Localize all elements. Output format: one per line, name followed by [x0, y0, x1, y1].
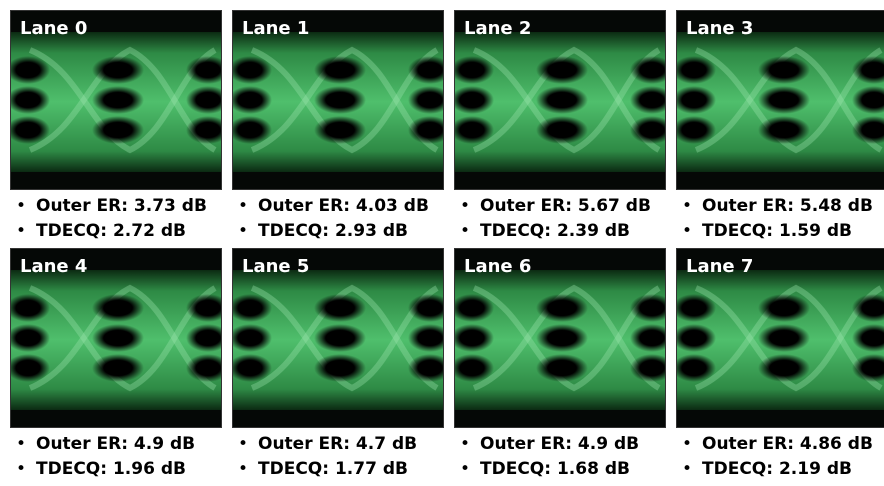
- outer-er: Outer ER: 5.48 dB: [682, 194, 873, 219]
- outer-er: Outer ER: 5.67 dB: [460, 194, 651, 219]
- lane-cell: Lane 1 Outer ER: 4.03 dBTDECQ: 2.93 dB: [232, 10, 444, 248]
- measurements: Outer ER: 4.9 dBTDECQ: 1.68 dB: [460, 432, 639, 482]
- outer-er: Outer ER: 4.03 dB: [238, 194, 429, 219]
- tdecq: TDECQ: 2.19 dB: [682, 457, 873, 482]
- measurements: Outer ER: 4.7 dBTDECQ: 1.77 dB: [238, 432, 417, 482]
- outer-er: Outer ER: 4.86 dB: [682, 432, 873, 457]
- outer-er: Outer ER: 4.7 dB: [238, 432, 417, 457]
- outer-er: Outer ER: 3.73 dB: [16, 194, 207, 219]
- lane-label: Lane 3: [686, 18, 753, 39]
- tdecq: TDECQ: 2.72 dB: [16, 219, 207, 244]
- tdecq: TDECQ: 1.77 dB: [238, 457, 417, 482]
- outer-er: Outer ER: 4.9 dB: [460, 432, 639, 457]
- measurements: Outer ER: 5.48 dBTDECQ: 1.59 dB: [682, 194, 873, 244]
- lane-cell: Lane 4 Outer ER: 4.9 dBTDECQ: 1.96 dB: [10, 248, 222, 486]
- measurements: Outer ER: 4.03 dBTDECQ: 2.93 dB: [238, 194, 429, 244]
- measurements: Outer ER: 4.86 dBTDECQ: 2.19 dB: [682, 432, 873, 482]
- figure: Lane 0Outer ER: 3.73 dBTDECQ: 2.72 dBLan…: [0, 0, 884, 483]
- lane-cell: Lane 2 Outer ER: 5.67 dBTDECQ: 2.39 dB: [454, 10, 666, 248]
- lane-cell: Lane 5 Outer ER: 4.7 dBTDECQ: 1.77 dB: [232, 248, 444, 486]
- lane-cell: Lane 3 Outer ER: 5.48 dBTDECQ: 1.59 dB: [676, 10, 884, 248]
- tdecq: TDECQ: 1.96 dB: [16, 457, 195, 482]
- outer-er: Outer ER: 4.9 dB: [16, 432, 195, 457]
- tdecq: TDECQ: 2.93 dB: [238, 219, 429, 244]
- lane-label: Lane 1: [242, 18, 309, 39]
- lane-cell: Lane 7 Outer ER: 4.86 dBTDECQ: 2.19 dB: [676, 248, 884, 486]
- measurements: Outer ER: 3.73 dBTDECQ: 2.72 dB: [16, 194, 207, 244]
- lane-label: Lane 7: [686, 256, 753, 277]
- measurements: Outer ER: 5.67 dBTDECQ: 2.39 dB: [460, 194, 651, 244]
- tdecq: TDECQ: 2.39 dB: [460, 219, 651, 244]
- tdecq: TDECQ: 1.68 dB: [460, 457, 639, 482]
- lane-label: Lane 0: [20, 18, 87, 39]
- lane-label: Lane 5: [242, 256, 309, 277]
- lane-cell: Lane 0 Outer ER: 3.73 dBTDECQ: 2.72 dB: [10, 10, 222, 248]
- tdecq: TDECQ: 1.59 dB: [682, 219, 873, 244]
- lane-label: Lane 6: [464, 256, 531, 277]
- lane-label: Lane 2: [464, 18, 531, 39]
- measurements: Outer ER: 4.9 dBTDECQ: 1.96 dB: [16, 432, 195, 482]
- lane-cell: Lane 6 Outer ER: 4.9 dBTDECQ: 1.68 dB: [454, 248, 666, 486]
- lane-label: Lane 4: [20, 256, 87, 277]
